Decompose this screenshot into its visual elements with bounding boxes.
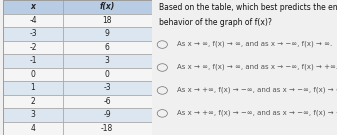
- Bar: [63, 81, 152, 94]
- Bar: [63, 27, 152, 40]
- Bar: [63, 122, 152, 135]
- Bar: [3, 122, 63, 135]
- Bar: [63, 14, 152, 27]
- Text: 0: 0: [105, 70, 110, 79]
- Text: 0: 0: [31, 70, 35, 79]
- Text: 4: 4: [31, 124, 35, 133]
- Text: -3: -3: [29, 29, 37, 38]
- Text: x: x: [31, 2, 35, 11]
- Bar: [63, 40, 152, 54]
- Text: Based on the table, which best predicts the end: Based on the table, which best predicts …: [159, 3, 337, 12]
- Text: behavior of the graph of f(x)?: behavior of the graph of f(x)?: [159, 18, 272, 27]
- Bar: [3, 81, 63, 94]
- Text: 2: 2: [31, 97, 35, 106]
- Text: -3: -3: [103, 83, 111, 92]
- Bar: [63, 0, 152, 14]
- Text: 6: 6: [105, 43, 110, 52]
- Text: 18: 18: [102, 16, 112, 25]
- Bar: [3, 27, 63, 40]
- Text: 9: 9: [105, 29, 110, 38]
- Bar: [63, 94, 152, 108]
- Bar: [3, 40, 63, 54]
- Bar: [3, 14, 63, 27]
- Text: f(x): f(x): [99, 2, 115, 11]
- Bar: [3, 54, 63, 68]
- Text: As x → +∞, f(x) → −∞, and as x → −∞, f(x) → ∞.: As x → +∞, f(x) → −∞, and as x → −∞, f(x…: [177, 86, 337, 93]
- Text: -2: -2: [29, 43, 37, 52]
- Bar: [63, 54, 152, 68]
- Text: -6: -6: [103, 97, 111, 106]
- Text: -9: -9: [103, 110, 111, 119]
- Bar: [63, 108, 152, 122]
- Text: -1: -1: [29, 56, 37, 65]
- Bar: [63, 68, 152, 81]
- Text: 1: 1: [31, 83, 35, 92]
- Text: -4: -4: [29, 16, 37, 25]
- Bar: [3, 0, 63, 14]
- Text: -18: -18: [101, 124, 113, 133]
- Bar: [3, 108, 63, 122]
- Text: As x → ∞, f(x) → ∞, and as x → −∞, f(x) → +∞.: As x → ∞, f(x) → ∞, and as x → −∞, f(x) …: [177, 63, 337, 70]
- Bar: [3, 68, 63, 81]
- Text: 3: 3: [31, 110, 35, 119]
- Text: As x → +∞, f(x) → −∞, and as x → −∞, f(x) → −∞: As x → +∞, f(x) → −∞, and as x → −∞, f(x…: [177, 109, 337, 116]
- Text: 3: 3: [105, 56, 110, 65]
- Bar: [3, 94, 63, 108]
- Text: As x → ∞, f(x) → ∞, and as x → −∞, f(x) → ∞.: As x → ∞, f(x) → ∞, and as x → −∞, f(x) …: [177, 40, 332, 47]
